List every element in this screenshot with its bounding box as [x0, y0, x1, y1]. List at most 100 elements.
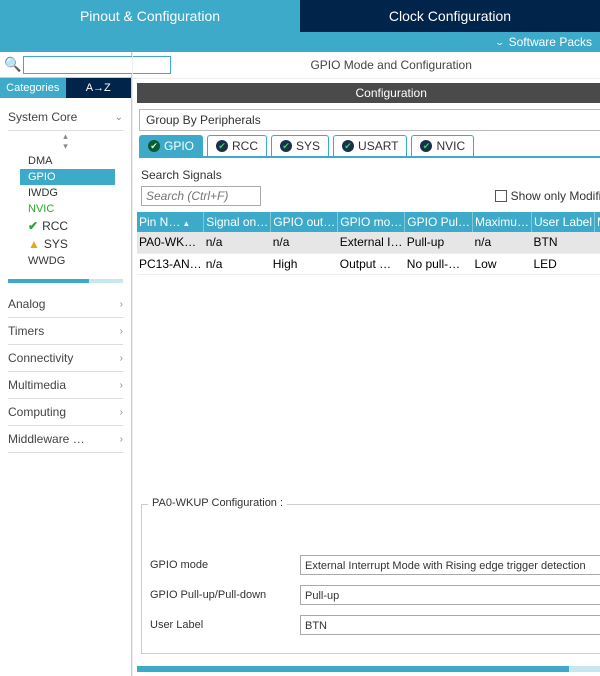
col-header[interactable]: Signal on…	[204, 212, 271, 232]
periph-tab-usart[interactable]: ✔ USART	[333, 135, 407, 156]
table-row[interactable]: PA0-WK…n/an/aExternal I…Pull-upn/aBTN✔	[137, 232, 600, 253]
col-header[interactable]: Modified	[595, 212, 600, 232]
item-label: SYS	[44, 237, 68, 251]
col-header[interactable]: User Label	[531, 212, 594, 232]
pin-config-fieldset: PA0-WKUP Configuration : GPIO modeExtern…	[141, 504, 600, 654]
chevron-right-icon: ›	[120, 353, 123, 364]
table-cell: Low	[472, 253, 531, 275]
form-row: User LabelBTN	[150, 615, 600, 635]
configuration-bar: Configuration	[137, 83, 600, 103]
periph-tab-rcc[interactable]: ✔ RCC	[207, 135, 267, 156]
peripheral-tabs: ✔ GPIO ✔ RCC ✔ SYS ✔ USART ✔NVIC	[139, 135, 600, 158]
group-label: Timers	[8, 324, 44, 338]
item-rcc[interactable]: ✔ RCC	[24, 217, 123, 235]
search-icon: 🔍	[4, 56, 21, 73]
form-label: GPIO mode	[150, 559, 300, 571]
search-signals-label: Search Signals	[141, 168, 600, 182]
group-label: Multimedia	[8, 378, 66, 392]
tab-pinout[interactable]: Pinout & Configuration	[0, 0, 300, 32]
col-header[interactable]: GPIO Pul…	[405, 212, 473, 232]
item-wwdg[interactable]: WWDG	[24, 253, 123, 269]
panel-title: GPIO Mode and Configuration	[133, 52, 600, 79]
warn-icon: ▲	[28, 237, 40, 251]
periph-tab-nvic[interactable]: ✔NVIC	[411, 135, 474, 156]
table-cell: n/a	[204, 253, 271, 275]
chevron-right-icon: ›	[120, 299, 123, 310]
group-by-label: Group By Peripherals	[146, 113, 261, 127]
periph-tab-label: RCC	[232, 139, 258, 153]
group-middleware[interactable]: Middleware … ›	[8, 426, 123, 453]
group-label: Computing	[8, 405, 66, 419]
form-label: User Label	[150, 619, 300, 631]
group-label: Connectivity	[8, 351, 73, 365]
item-label: RCC	[42, 219, 68, 233]
chevron-right-icon: ›	[120, 407, 123, 418]
table-cell: No pull-…	[405, 253, 473, 275]
group-label: Middleware …	[8, 432, 85, 446]
table-cell: High	[271, 253, 338, 275]
periph-tab-gpio[interactable]: ✔ GPIO	[139, 135, 203, 156]
table-cell: External I…	[338, 232, 405, 253]
form-row: GPIO Pull-up/Pull-downPull-up	[150, 585, 600, 605]
chevron-right-icon: ›	[120, 434, 123, 445]
group-label: Analog	[8, 297, 45, 311]
group-by-select[interactable]: Group By Peripherals ⌄	[139, 109, 600, 131]
pins-table: Pin N…▲Signal on…GPIO out…GPIO mo…GPIO P…	[137, 212, 600, 275]
tab-a-to-z[interactable]: A→Z	[66, 78, 132, 98]
table-header-row: Pin N…▲Signal on…GPIO out…GPIO mo…GPIO P…	[137, 212, 600, 232]
group-analog[interactable]: Analog ›	[8, 291, 123, 318]
updown-icon: ▴▾	[8, 131, 123, 151]
table-cell: LED	[531, 253, 594, 275]
periph-tab-sys[interactable]: ✔ SYS	[271, 135, 329, 156]
mini-scrollbar[interactable]	[8, 279, 123, 283]
tab-clock[interactable]: Clock Configuration	[300, 0, 600, 32]
check-circle-icon: ✔	[216, 140, 228, 152]
form-row: GPIO modeExternal Interrupt Mode with Ri…	[150, 555, 600, 575]
software-packs-bar[interactable]: ⌄Software Packs	[0, 32, 600, 52]
periph-tab-label: NVIC	[436, 139, 465, 153]
periph-tab-label: USART	[358, 139, 398, 153]
show-modified-checkbox[interactable]: Show only Modified Pins	[495, 189, 600, 203]
table-cell: n/a	[472, 232, 531, 253]
table-row[interactable]: PC13-AN…n/aHighOutput …No pull-…LowLED✔	[137, 253, 600, 275]
checkbox-icon	[495, 190, 507, 202]
item-gpio[interactable]: GPIO	[20, 169, 115, 185]
group-system-core[interactable]: System Core ⌄	[8, 104, 123, 131]
check-icon: ✔	[28, 219, 38, 233]
group-connectivity[interactable]: Connectivity ›	[8, 345, 123, 372]
form-value[interactable]: External Interrupt Mode with Rising edge…	[300, 555, 600, 575]
left-panel: 🔍 Categories A→Z System Core ⌄ ▴▾ DMA GP…	[0, 52, 132, 676]
table-cell: n/a	[271, 232, 338, 253]
group-computing[interactable]: Computing ›	[8, 399, 123, 426]
col-header[interactable]: GPIO out…	[271, 212, 338, 232]
table-cell: Output …	[338, 253, 405, 275]
group-multimedia[interactable]: Multimedia ›	[8, 372, 123, 399]
table-cell: PA0-WK…	[137, 232, 204, 253]
search-signals-input[interactable]	[141, 186, 261, 206]
chevron-down-icon: ⌄	[495, 35, 505, 49]
tab-categories[interactable]: Categories	[0, 78, 66, 98]
chevron-right-icon: ›	[120, 380, 123, 391]
col-header[interactable]: Maximu…	[472, 212, 531, 232]
item-nvic[interactable]: NVIC	[24, 201, 123, 217]
col-header[interactable]: Pin N…▲	[137, 212, 204, 232]
bottom-scrollbar[interactable]	[137, 666, 600, 672]
item-dma[interactable]: DMA	[24, 153, 123, 169]
check-circle-icon: ✔	[148, 140, 160, 152]
group-timers[interactable]: Timers ›	[8, 318, 123, 345]
table-cell: Pull-up	[405, 232, 473, 253]
check-circle-icon: ✔	[342, 140, 354, 152]
col-header[interactable]: GPIO mo…	[338, 212, 405, 232]
item-iwdg[interactable]: IWDG	[24, 185, 123, 201]
item-sys[interactable]: ▲ SYS	[24, 235, 123, 253]
periph-tab-label: GPIO	[164, 139, 194, 153]
show-modified-label: Show only Modified Pins	[511, 189, 600, 203]
table-cell: PC13-AN…	[137, 253, 204, 275]
check-circle-icon: ✔	[280, 140, 292, 152]
form-value[interactable]: BTN	[300, 615, 600, 635]
chevron-right-icon: ›	[120, 326, 123, 337]
periph-tab-label: SYS	[296, 139, 320, 153]
modified-cell: ✔	[595, 232, 600, 253]
fieldset-legend: PA0-WKUP Configuration :	[148, 497, 287, 509]
form-value[interactable]: Pull-up	[300, 585, 600, 605]
